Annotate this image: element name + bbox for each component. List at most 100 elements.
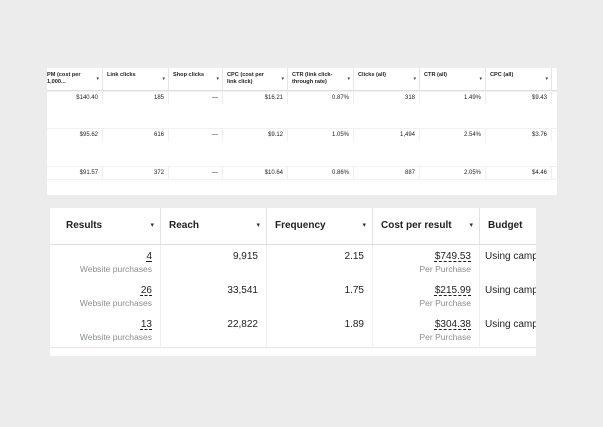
column-label: Link clicks: [107, 72, 136, 78]
column-label: CPC (all): [490, 72, 514, 78]
row-spacer: [47, 104, 557, 128]
link-clicks-cell: 185: [103, 92, 169, 104]
results-type: Website purchases: [79, 332, 152, 342]
top-table-header: PM (cost per 1,000... ▾ Link clicks ▾ Sh…: [47, 68, 557, 91]
ctr-all-cell: 1.49%: [420, 92, 486, 104]
cpm-cell: $95.62: [47, 129, 103, 141]
column-header-frequency[interactable]: Frequency ▾: [267, 208, 373, 244]
frequency-value: 1.89: [344, 319, 364, 330]
cost-value[interactable]: $215.99: [434, 285, 471, 296]
results-value[interactable]: 13: [140, 319, 152, 330]
column-label: Clicks (all): [358, 72, 386, 78]
frequency-cell: 2.15: [267, 245, 373, 279]
sort-caret-icon[interactable]: ▾: [469, 222, 473, 229]
cpc-all-cell: $4.46: [486, 167, 552, 179]
column-header-ctr-all[interactable]: CTR (all) ▾: [420, 68, 486, 90]
top-metrics-table: PM (cost per 1,000... ▾ Link clicks ▾ Sh…: [47, 68, 557, 195]
ctr-all-cell: 2.54%: [420, 129, 486, 141]
link-clicks-cell: 616: [103, 129, 169, 141]
cpm-cell: $91.57: [47, 167, 103, 179]
sort-caret-icon[interactable]: ▾: [413, 76, 416, 82]
cost-type: Per Purchase: [419, 298, 472, 308]
reach-value: 9,915: [232, 251, 258, 262]
column-header-link-clicks[interactable]: Link clicks ▾: [103, 68, 169, 90]
sort-caret-icon[interactable]: ▾: [162, 76, 165, 82]
reach-cell: 33,541: [161, 279, 267, 313]
column-label: CTR (all): [424, 72, 447, 78]
ctr-link-cell: 0.86%: [288, 167, 354, 179]
sort-caret-icon[interactable]: ▾: [150, 222, 154, 229]
budget-cell: Using campaign budget: [480, 245, 536, 279]
table-row: $140.40 185 — $16.21 0.87% 318 1.49% $9.…: [47, 91, 557, 104]
sort-caret-icon[interactable]: ▾: [479, 76, 482, 82]
column-header-results[interactable]: Results ▾: [58, 208, 161, 244]
cost-value[interactable]: $304.38: [434, 319, 471, 330]
cpm-cell: $140.40: [47, 92, 103, 104]
cost-type: Per Purchase: [419, 264, 472, 274]
sort-caret-icon[interactable]: ▾: [96, 76, 99, 82]
column-header-budget[interactable]: Budget: [480, 208, 536, 244]
budget-cell: Using campaign budget: [480, 279, 536, 313]
table-row: $95.62 616 — $9.12 1.05% 1,494 2.54% $3.…: [47, 128, 557, 141]
table-row: $91.57 372 — $10.64 0.86% 887 2.05% $4.4…: [47, 166, 557, 179]
reach-cell: 9,915: [161, 245, 267, 279]
table-row: 13 Website purchases 22,822 1.89 $304.38…: [50, 313, 536, 347]
sort-caret-icon[interactable]: ▾: [545, 76, 548, 82]
results-type: Website purchases: [79, 264, 152, 274]
results-value[interactable]: 4: [146, 251, 152, 262]
results-table-header: Results ▾ Reach ▾ Frequency ▾ Cost per r…: [50, 208, 536, 245]
cpc-link-cell: $10.64: [223, 167, 288, 179]
cost-per-result-cell[interactable]: $304.38 Per Purchase: [373, 313, 480, 347]
column-header-ctr-link[interactable]: CTR (link click-through rate) ▾: [288, 68, 354, 90]
table-row: 26 Website purchases 33,541 1.75 $215.99…: [50, 279, 536, 313]
frequency-value: 1.75: [344, 285, 364, 296]
table-row: 4 Website purchases 9,915 2.15 $749.53 P…: [50, 245, 536, 279]
column-header-cpc-all[interactable]: CPC (all) ▾: [486, 68, 552, 90]
column-label: Shop clicks: [173, 72, 205, 78]
column-label: PM (cost per 1,000...: [47, 72, 81, 85]
reach-cell: 22,822: [161, 313, 267, 347]
frequency-cell: 1.89: [267, 313, 373, 347]
column-label: Reach: [169, 220, 200, 231]
column-header-cpm[interactable]: PM (cost per 1,000... ▾: [47, 68, 103, 90]
results-cell[interactable]: 13 Website purchases: [58, 313, 161, 347]
column-label: CPC (cost per link click): [227, 72, 264, 85]
column-header-reach[interactable]: Reach ▾: [161, 208, 267, 244]
cpc-all-cell: $9.43: [486, 92, 552, 104]
shop-clicks-cell: —: [169, 92, 223, 104]
column-header-cost-per-result[interactable]: Cost per result ▾: [373, 208, 480, 244]
cost-value[interactable]: $749.53: [434, 251, 471, 262]
column-header-shop-clicks[interactable]: Shop clicks ▾: [169, 68, 223, 90]
budget-value: Using campaign budget: [485, 319, 536, 330]
results-cell[interactable]: 4 Website purchases: [58, 245, 161, 279]
column-header-clicks-all[interactable]: Clicks (all) ▾: [354, 68, 420, 90]
shop-clicks-cell: —: [169, 129, 223, 141]
column-label: Frequency: [275, 220, 326, 231]
frequency-cell: 1.75: [267, 279, 373, 313]
row-spacer: [47, 179, 557, 195]
results-value[interactable]: 26: [140, 285, 152, 296]
column-label: Cost per result: [381, 220, 452, 231]
sort-caret-icon[interactable]: ▾: [256, 222, 260, 229]
ctr-all-cell: 2.05%: [420, 167, 486, 179]
budget-cell: Using campaign budget: [480, 313, 536, 347]
results-cell[interactable]: 26 Website purchases: [58, 279, 161, 313]
row-spacer: [47, 141, 557, 165]
ctr-link-cell: 0.87%: [288, 92, 354, 104]
sort-caret-icon[interactable]: ▾: [362, 222, 366, 229]
sort-caret-icon[interactable]: ▾: [281, 76, 284, 82]
frequency-value: 2.15: [344, 251, 364, 262]
column-label: Budget: [488, 220, 523, 231]
clicks-all-cell: 1,494: [354, 129, 420, 141]
budget-value: Using campaign budget: [485, 251, 536, 262]
cost-per-result-cell[interactable]: $749.53 Per Purchase: [373, 245, 480, 279]
link-clicks-cell: 372: [103, 167, 169, 179]
column-header-cpc-link[interactable]: CPC (cost per link click) ▾: [223, 68, 288, 90]
shop-clicks-cell: —: [169, 167, 223, 179]
table-footer-row: [50, 347, 536, 356]
sort-caret-icon[interactable]: ▾: [347, 76, 350, 82]
sort-caret-icon[interactable]: ▾: [216, 76, 219, 82]
clicks-all-cell: 318: [354, 92, 420, 104]
cpc-link-cell: $16.21: [223, 92, 288, 104]
cost-per-result-cell[interactable]: $215.99 Per Purchase: [373, 279, 480, 313]
